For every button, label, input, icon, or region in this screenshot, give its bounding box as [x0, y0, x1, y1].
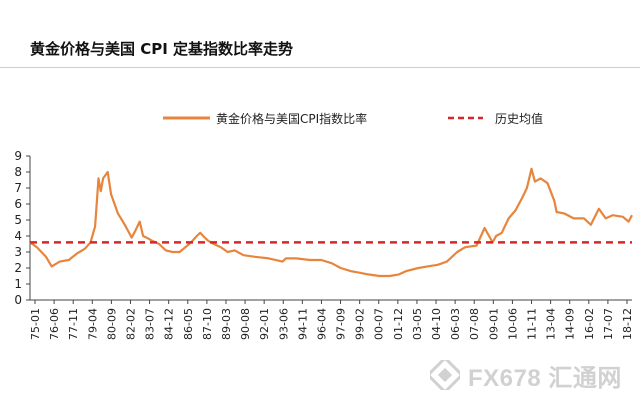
x-tick-label: 03-05	[411, 308, 424, 340]
title-divider	[0, 67, 640, 68]
y-tick-label: 3	[14, 245, 22, 259]
x-tick-label: 97-09	[335, 308, 348, 340]
x-tick-label: 99-02	[354, 308, 367, 340]
x-tick-label: 17-07	[602, 308, 615, 340]
x-tick-label: 07-08	[468, 308, 481, 340]
legend-label-ratio: 黄金价格与美国CPI指数比率	[216, 111, 367, 126]
x-tick-label: 01-12	[392, 308, 405, 340]
y-tick-label: 0	[14, 293, 22, 307]
axes	[29, 156, 632, 301]
x-tick-label: 86-05	[182, 308, 195, 340]
y-tick-label: 4	[14, 229, 22, 243]
x-tick-label: 18-12	[621, 308, 634, 340]
x-tick-label: 82-02	[124, 308, 137, 340]
x-tick-label: 04-10	[430, 308, 443, 340]
legend-label-average: 历史均值	[495, 111, 543, 126]
x-tick-label: 94-11	[296, 308, 309, 340]
x-tick-label: 00-07	[373, 308, 386, 340]
x-tick-label: 87-10	[201, 308, 214, 340]
y-tick-label: 2	[14, 261, 22, 275]
x-tick-label: 11-11	[526, 308, 539, 340]
x-tick-label: 75-01	[29, 308, 42, 340]
y-tick-label: 8	[14, 165, 22, 179]
series-group	[29, 167, 633, 278]
x-tick-label: 84-12	[163, 308, 176, 340]
x-axis-ticks: 75-01 76-06 77-11 79-04 80-09 82-02 83-07 84-12…	[29, 300, 634, 340]
chart-title: 黄金价格与美国 CPI 定基指数比率走势	[30, 40, 294, 58]
x-tick-label: 89-03	[220, 308, 233, 340]
x-tick-label: 83-07	[144, 308, 157, 340]
y-tick-label: 1	[14, 277, 22, 291]
x-tick-label: 06-03	[449, 308, 462, 340]
x-tick-label: 76-06	[48, 308, 61, 340]
series-line-ratio	[29, 167, 633, 278]
y-axis-ticks: 0 1 2 3 4 5 6 7 8 9	[14, 149, 30, 307]
x-tick-label: 10-06	[506, 308, 519, 340]
x-tick-label: 93-06	[277, 308, 290, 340]
x-tick-label: 92-01	[258, 308, 271, 340]
y-tick-label: 5	[14, 213, 22, 227]
fx678-logo-icon	[430, 360, 460, 390]
x-tick-label: 77-11	[67, 308, 80, 340]
y-tick-label: 7	[14, 181, 22, 195]
y-tick-label: 9	[14, 149, 22, 163]
legend: 黄金价格与美国CPI指数比率 历史均值	[163, 111, 543, 126]
watermark: FX678 汇通网	[430, 355, 640, 395]
x-tick-label: 09-01	[487, 308, 500, 340]
x-tick-label: 80-09	[105, 308, 118, 340]
x-tick-label: 90-08	[239, 308, 252, 340]
x-tick-label: 96-04	[315, 308, 328, 340]
y-tick-label: 6	[14, 197, 22, 211]
watermark-text: FX678 汇通网	[468, 364, 622, 392]
x-tick-label: 79-04	[86, 308, 99, 340]
x-tick-label: 14-09	[564, 308, 577, 340]
x-tick-label: 16-02	[583, 308, 596, 340]
x-tick-label: 13-04	[545, 308, 558, 340]
